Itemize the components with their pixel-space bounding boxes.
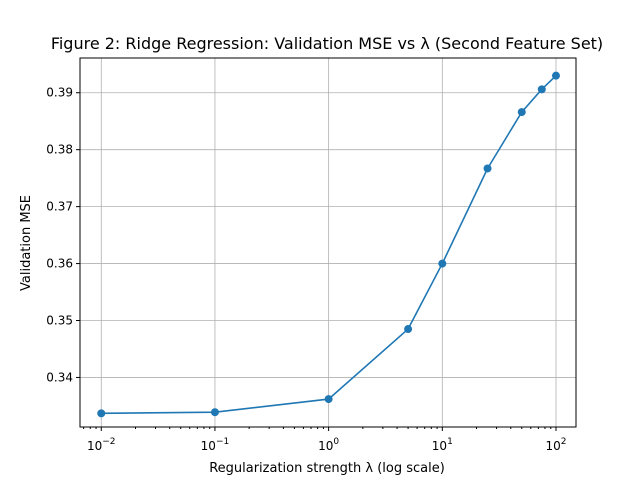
y-axis-label: Validation MSE	[19, 195, 34, 291]
y-tick-label: 0.36	[46, 257, 73, 271]
data-point	[404, 325, 413, 334]
data-point	[551, 71, 560, 80]
x-tick-label: 102	[545, 437, 566, 453]
x-tick-label: 100	[318, 437, 339, 453]
data-point	[483, 164, 492, 173]
chart-title: Figure 2: Ridge Regression: Validation M…	[51, 34, 603, 53]
grid-lines	[80, 58, 576, 427]
y-tick-label: 0.38	[46, 143, 73, 157]
data-series	[97, 71, 560, 418]
y-tick-label: 0.39	[46, 86, 73, 100]
x-axis-ticks: 10−2 10−1 100 101 102	[83, 427, 566, 453]
data-point	[438, 259, 447, 268]
data-point	[324, 395, 333, 404]
x-axis-label: Regularization strength λ (log scale)	[209, 461, 445, 476]
y-tick-label: 0.34	[46, 370, 73, 384]
data-point	[97, 409, 106, 418]
x-tick-label: 10−1	[201, 437, 230, 453]
y-tick-label: 0.37	[46, 200, 73, 214]
y-tick-label: 0.35	[46, 314, 73, 328]
data-point	[537, 85, 546, 94]
x-tick-label: 101	[432, 437, 453, 453]
plot-frame	[79, 57, 577, 428]
y-axis-ticks: 0.34 0.35 0.36 0.37 0.38 0.39	[46, 86, 80, 384]
x-tick-label: 10−2	[87, 437, 116, 453]
data-point	[210, 408, 219, 417]
data-point	[517, 108, 526, 117]
